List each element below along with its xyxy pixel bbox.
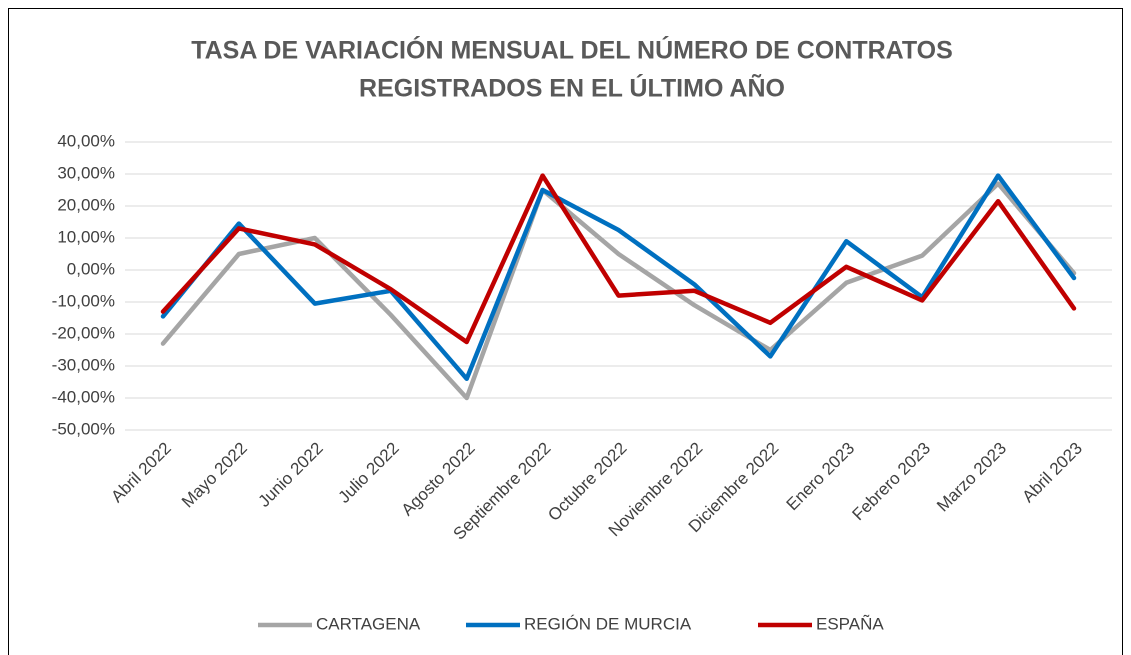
- data-line: [160, 181, 1077, 401]
- chart-title: TASA DE VARIACIÓN MENSUAL DEL NÚMERO DE …: [191, 35, 953, 65]
- chart-title: REGISTRADOS EN EL ÚLTIMO AÑO: [359, 73, 785, 103]
- y-tick-label: -50,00%: [52, 419, 115, 438]
- legend-label: CARTAGENA: [316, 614, 421, 633]
- y-tick-label: 40,00%: [57, 131, 115, 150]
- y-tick-label: -20,00%: [52, 323, 115, 342]
- y-tick-label: -30,00%: [52, 355, 115, 374]
- y-tick-label: 0,00%: [67, 259, 115, 278]
- y-tick-label: 10,00%: [57, 227, 115, 246]
- chart-frame: [8, 8, 1123, 655]
- y-tick-label: 20,00%: [57, 195, 115, 214]
- data-line: [160, 173, 1077, 345]
- legend-label: REGIÓN DE MURCIA: [524, 614, 692, 633]
- y-tick-label: -10,00%: [52, 291, 115, 310]
- legend-label: ESPAÑA: [816, 614, 884, 633]
- y-tick-label: -40,00%: [52, 387, 115, 406]
- y-tick-label: 30,00%: [57, 163, 115, 182]
